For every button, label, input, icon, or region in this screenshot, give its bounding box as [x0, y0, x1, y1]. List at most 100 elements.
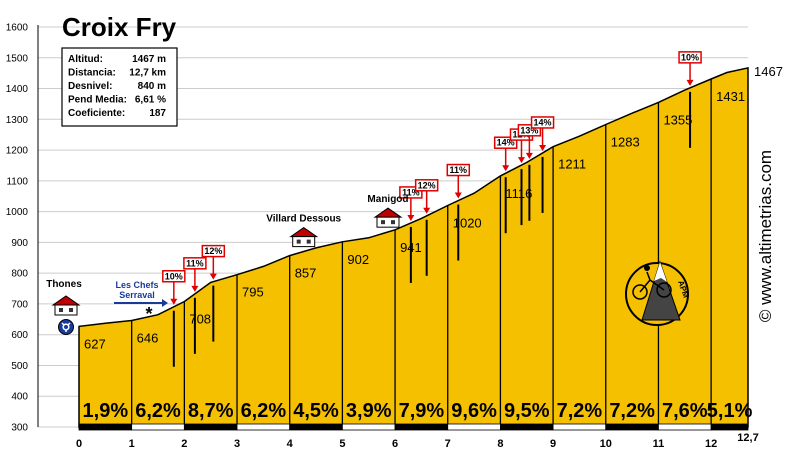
info-label: Coeficiente:	[68, 108, 125, 119]
ramp-arrow-head	[525, 152, 533, 159]
segment-gradient-label: 3,9%	[346, 400, 392, 422]
ramp-flag-box	[493, 136, 518, 149]
house-icon	[51, 295, 81, 316]
house-wall	[292, 236, 316, 248]
x-tick-label: 11	[653, 438, 665, 450]
ramp-arrow-head	[191, 285, 199, 292]
segment-gradient-label: 5,1%	[707, 400, 753, 422]
place-label: Manigod	[367, 194, 408, 205]
segment-gradient-label: 4,5%	[293, 400, 339, 422]
chart-title: Croix Fry	[62, 12, 177, 42]
ramp-arrow-head	[209, 273, 217, 280]
x-tick-label: 5	[339, 438, 345, 450]
side-road-marker: Les Chefs Serraval *	[114, 280, 168, 324]
km-altitude-label: 646	[137, 331, 159, 346]
info-value: 1467 m	[132, 54, 166, 65]
place-markers: Thones Villard Dessous Manigod	[46, 194, 409, 316]
x-tick-label: 0	[76, 438, 82, 450]
house-window	[296, 239, 301, 244]
house-roof	[289, 227, 319, 238]
ramp-arrow-head	[502, 165, 510, 172]
axis-bar-segment	[605, 423, 659, 431]
ramp-flag-box	[201, 244, 226, 258]
x-tick-label: 2	[181, 438, 187, 450]
y-tick-label: 1400	[6, 84, 29, 95]
km-altitude-label: 941	[400, 240, 422, 255]
axis-bar-segment	[447, 423, 501, 431]
axis-bar-segment	[552, 423, 607, 431]
km-altitude-label: 1211	[558, 157, 586, 172]
roundabout-icon	[58, 319, 74, 335]
axis-bar-segment	[658, 423, 712, 431]
segment-gradient-label: 7,6%	[662, 400, 708, 422]
segment-gradient-label: 1,9%	[83, 400, 129, 422]
segment-gradient-label: 6,2%	[241, 400, 287, 422]
x-tick-label: 9	[550, 438, 556, 450]
km-altitude-label: 857	[295, 266, 317, 281]
y-tick-label: 1200	[6, 146, 29, 157]
y-tick-label: 1500	[6, 53, 29, 64]
y-tick-label: 400	[11, 392, 28, 403]
house-roof	[51, 295, 81, 306]
km-altitude-label: 1431	[716, 89, 745, 104]
apm-logo: APM	[625, 260, 691, 326]
profile-area	[78, 66, 749, 428]
x-tick-label: 4	[287, 438, 294, 450]
ramp-flag-label: 12%	[204, 246, 222, 256]
info-value: 187	[149, 108, 166, 119]
ramp-flag-box	[183, 257, 207, 270]
ramp-flag-box	[162, 270, 186, 283]
segment-gradient-label: 7,9%	[399, 400, 445, 422]
y-tick-label: 500	[11, 361, 28, 372]
ramp-flag-box	[530, 116, 555, 129]
y-tick-label: 1000	[6, 207, 29, 218]
y-tick-label: 700	[11, 299, 28, 310]
info-box: Altitud: 1467 m Distancia: 12,7 km Desnivel:…	[61, 47, 178, 127]
ramp-flag-box	[414, 179, 439, 192]
ramp-flag-label: 11%	[186, 258, 204, 268]
place-label: Thones	[46, 279, 82, 290]
house-wall	[376, 216, 400, 228]
ramp-flag-box	[678, 51, 702, 64]
ramp-arrow-head	[170, 298, 178, 305]
house-icon	[289, 227, 319, 248]
x-tick-label: 6	[392, 438, 398, 450]
axis-bar-segment	[500, 423, 554, 431]
axis-bar-segment	[394, 423, 449, 431]
y-tick-label: 1600	[6, 23, 29, 34]
y-tick-label: 800	[11, 269, 28, 280]
x-tick-label: 10	[600, 438, 612, 450]
house-icon	[373, 207, 403, 228]
place-label: Villard Dessous	[266, 214, 341, 225]
segment-gradient-label: 7,2%	[557, 400, 603, 422]
km-altitude-label: 627	[84, 336, 106, 351]
segment-gradient-label: 9,5%	[504, 400, 550, 422]
info-label: Altitud:	[68, 54, 103, 65]
profile-fill	[78, 66, 749, 428]
segment-gradient-label: 8,7%	[188, 400, 234, 422]
x-axis-bar	[78, 423, 749, 431]
ramp-flag-label: 10%	[681, 52, 699, 62]
km-altitude-label: 795	[242, 285, 264, 300]
steep-ramp-flags: 10%11%12%11%12%11%14%12%13%14%10%	[162, 51, 702, 305]
ramp-flag-box	[446, 163, 471, 177]
ramp-flag-label: 11%	[450, 165, 468, 175]
y-tick-label: 900	[11, 238, 28, 249]
axis-bar-segment	[289, 423, 343, 431]
info-label: Pend Media:	[68, 95, 127, 106]
y-tick-label: 1300	[6, 115, 29, 126]
ramp-flag-label: 11%	[402, 187, 420, 197]
axis-bar-segment	[341, 423, 396, 431]
info-label: Distancia:	[68, 68, 116, 79]
house-window	[306, 239, 311, 244]
axis-bar-segment	[131, 423, 185, 431]
km-altitude-labels: 627 646 708 795 857 902 941 1020 1116 1211 1283 135…	[84, 64, 783, 351]
km-altitude-label: 1283	[611, 135, 640, 150]
y-tick-label: 600	[11, 330, 28, 341]
gradient-labels: 1,9% 6,2% 8,7% 6,2% 4,5% 3,9% 7,9% 9,6% 9,5% 7,2%…	[83, 400, 753, 422]
axis-bar-segment	[236, 423, 291, 431]
km-altitude-label: 1116	[505, 186, 532, 201]
km-altitude-label: 902	[347, 252, 369, 267]
axis-bar-segment	[710, 423, 749, 431]
